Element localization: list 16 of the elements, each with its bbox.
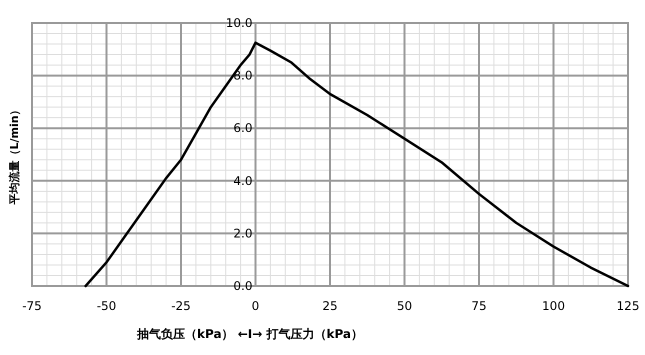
x-tick-label: 125 — [616, 299, 640, 313]
x-tick-label: 100 — [542, 299, 565, 313]
x-tick-label: 50 — [396, 299, 412, 313]
y-tick-label: 10.0 — [226, 16, 252, 30]
y-tick-label: 6.0 — [233, 121, 252, 136]
x-axis-title: 抽气负压（kPa） ←I→ 打气压力（kPa） — [136, 327, 364, 341]
y-tick-label: 4.0 — [233, 174, 252, 188]
x-tick-label: 75 — [471, 299, 487, 313]
y-tick-label: 2.0 — [233, 226, 252, 240]
x-tick-label: -75 — [22, 299, 42, 313]
x-tick-label: -50 — [96, 299, 116, 313]
x-tick-label: 25 — [322, 299, 338, 313]
x-tick-label: 0 — [252, 299, 260, 313]
y-tick-label: 0.0 — [233, 279, 252, 293]
x-tick-label: -25 — [171, 299, 191, 313]
y-axis-title: 平均流量（L/min） — [8, 104, 21, 206]
